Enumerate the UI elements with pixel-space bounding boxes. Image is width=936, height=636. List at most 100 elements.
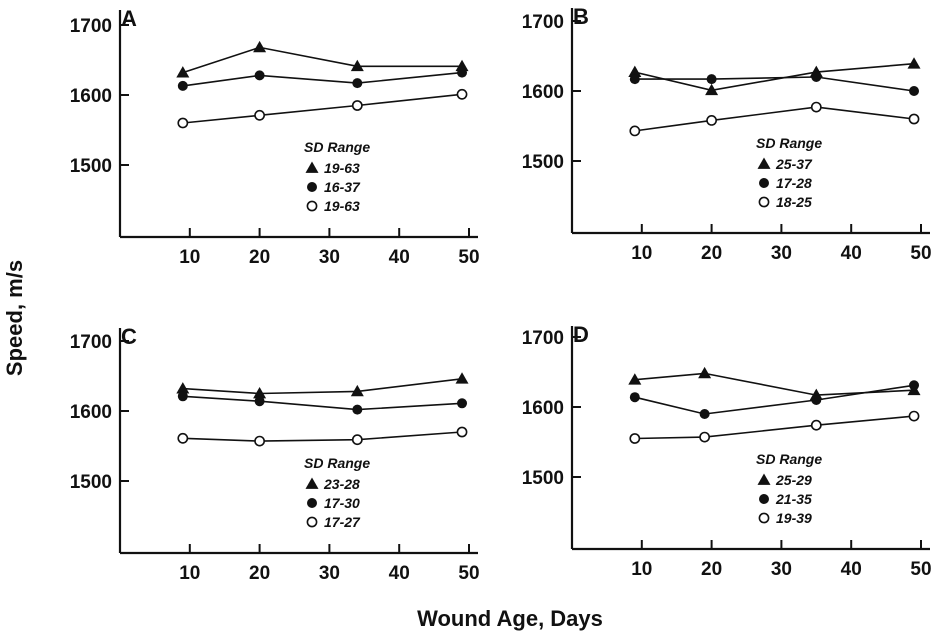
x-tick-label: 30 <box>319 247 340 268</box>
data-point <box>176 66 190 78</box>
panel-c: 1500 1600 1700 10 20 30 40 50 C SD Range 23-28 17-3… <box>70 324 480 584</box>
y-tick-label: 1500 <box>522 152 564 173</box>
data-point <box>254 396 265 407</box>
data-point <box>909 86 920 96</box>
x-tick-label: 20 <box>701 559 722 580</box>
x-tick-label: 30 <box>771 243 792 264</box>
data-point <box>352 78 363 89</box>
panel-letter: A <box>121 6 137 31</box>
x-axis-title: Wound Age, Days <box>417 606 603 631</box>
legend-entry: 17-28 <box>776 175 812 191</box>
data-point <box>177 391 188 402</box>
legend-entry: 16-37 <box>324 179 361 195</box>
y-tick-label: 1600 <box>522 398 564 419</box>
legend: SD Range 23-28 17-30 17-27 <box>304 455 370 530</box>
y-tick-label: 1700 <box>522 328 564 349</box>
legend-marker <box>759 178 769 188</box>
x-tick-label: 30 <box>319 563 340 584</box>
series-open-circle <box>177 88 468 129</box>
y-tick-label: 1500 <box>522 468 564 489</box>
x-tick-label: 40 <box>841 559 862 580</box>
legend-entry: 19-63 <box>324 160 360 176</box>
x-tick-label: 20 <box>249 563 270 584</box>
series-line <box>182 378 463 395</box>
x-tick-label: 50 <box>910 243 931 264</box>
y-tick-label: 1600 <box>70 86 112 107</box>
series-triangle <box>628 366 921 400</box>
data-point <box>351 100 363 111</box>
x-tick-label: 10 <box>631 559 652 580</box>
legend-marker <box>759 494 769 504</box>
data-point <box>908 410 920 422</box>
y-tick-label: 1600 <box>70 402 112 423</box>
data-point <box>811 395 822 405</box>
legend-marker <box>305 161 319 173</box>
legend-title: SD Range <box>304 455 370 471</box>
data-point <box>629 433 641 444</box>
y-tick-label: 1700 <box>70 16 112 37</box>
series-triangle <box>176 40 469 78</box>
series-line <box>634 384 915 415</box>
x-tick-label: 40 <box>389 563 410 584</box>
data-point <box>457 67 468 78</box>
legend-entry: 25-37 <box>775 156 813 172</box>
series-triangle <box>628 57 921 96</box>
data-point <box>705 83 719 96</box>
x-tick-label: 50 <box>458 563 479 584</box>
data-point <box>629 125 641 137</box>
data-point <box>254 435 265 447</box>
data-point <box>698 366 712 379</box>
x-tick-label: 20 <box>701 243 722 264</box>
legend-marker <box>305 477 319 489</box>
data-point <box>176 382 190 394</box>
legend-entry: 25-29 <box>775 472 812 488</box>
series-line <box>182 431 463 442</box>
series-open-circle <box>629 410 920 444</box>
data-point <box>456 88 468 100</box>
data-point <box>699 431 711 443</box>
legend-entry: 17-27 <box>324 514 361 530</box>
legend-marker <box>307 182 317 192</box>
series-line <box>182 71 463 87</box>
series-filled-circle <box>629 380 920 419</box>
x-tick-label: 30 <box>771 559 792 580</box>
legend-entry: 17-30 <box>324 495 360 511</box>
x-tick-label: 10 <box>179 563 200 584</box>
data-point <box>177 432 189 444</box>
panel-letter: B <box>573 4 589 29</box>
x-tick-label: 50 <box>458 247 479 268</box>
legend-marker <box>306 200 318 212</box>
data-point <box>352 404 363 415</box>
x-tick-label: 20 <box>249 247 270 268</box>
legend-marker <box>307 498 317 508</box>
series-filled-circle <box>177 391 468 415</box>
legend: SD Range 25-29 21-35 19-39 <box>756 451 822 526</box>
x-tick-label: 40 <box>389 247 410 268</box>
data-point <box>810 419 822 431</box>
legend-entry: 19-39 <box>776 510 812 526</box>
data-point <box>706 74 717 85</box>
y-tick-label: 1700 <box>70 332 112 353</box>
series-line <box>634 106 915 132</box>
x-tick-label: 40 <box>841 243 862 264</box>
legend: SD Range 19-63 16-37 19-63 <box>304 139 370 214</box>
y-tick-label: 1500 <box>70 472 112 493</box>
x-tick-label: 10 <box>179 247 200 268</box>
legend-marker <box>306 516 318 528</box>
data-point <box>706 115 717 126</box>
series-triangle <box>176 372 469 399</box>
data-point <box>455 59 469 72</box>
series-filled-circle <box>177 67 468 91</box>
legend-entry: 23-28 <box>323 476 360 492</box>
panel-letter: C <box>121 324 137 349</box>
data-point <box>628 65 642 77</box>
data-point <box>908 113 920 125</box>
data-point <box>699 409 710 419</box>
data-point <box>254 109 265 121</box>
series-line <box>634 76 915 92</box>
series-line <box>182 93 463 124</box>
series-line <box>634 62 915 92</box>
x-tick-label: 50 <box>910 559 931 580</box>
data-point <box>350 59 364 72</box>
